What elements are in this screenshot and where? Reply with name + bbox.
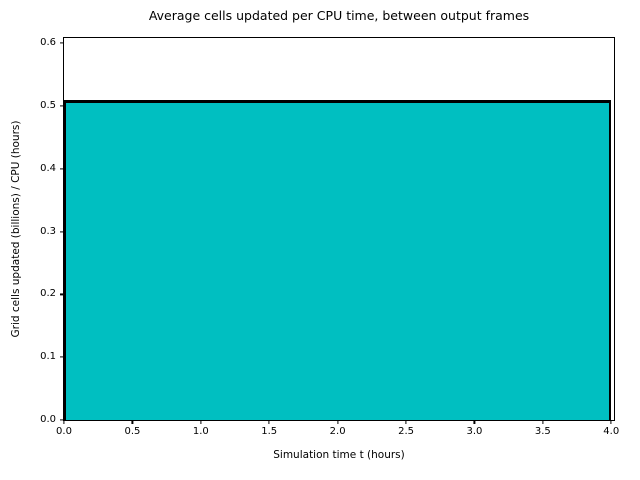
plot-area: 0.0 0.5 1.0 1.5 2.0 2.5 3.0 3.5 4.0 0.0 0.1 0.2 0.3 0… — [40, 37, 619, 437]
area-fill — [64, 99, 612, 420]
x-tick-label: 1.0 — [192, 426, 209, 437]
y-tick — [60, 293, 64, 295]
x-tick — [268, 420, 270, 424]
y-tick — [60, 419, 64, 421]
y-tick-label: 0.2 — [40, 288, 56, 300]
y-tick — [60, 168, 64, 170]
y-tick — [60, 356, 64, 358]
x-tick-label: 2.0 — [329, 426, 346, 437]
chart-title: Average cells updated per CPU time, betw… — [148, 8, 530, 23]
x-axis-label: Simulation time t (hours) — [273, 449, 405, 461]
x-tick-label: 3.5 — [534, 426, 551, 437]
y-tick-label: 0.0 — [40, 414, 56, 425]
x-tick-label: 4.0 — [603, 426, 620, 437]
y-tick-label: 0.6 — [40, 37, 56, 49]
y-tick-label: 0.3 — [40, 225, 56, 237]
x-tick — [131, 420, 133, 424]
x-tick-label: 3.0 — [466, 426, 483, 437]
x-tick-label: 1.5 — [261, 426, 278, 437]
x-tick — [610, 420, 612, 424]
x-tick — [542, 420, 544, 424]
y-tick — [60, 42, 64, 44]
x-tick — [63, 420, 65, 424]
y-tick — [60, 105, 64, 107]
y-axis-label: Grid cells updated (billions) / CPU (hou… — [10, 120, 22, 338]
x-tick-label: 2.5 — [398, 426, 414, 437]
x-tick — [473, 420, 476, 424]
x-tick — [200, 420, 202, 424]
x-tick-label: 0.0 — [56, 426, 72, 437]
y-tick-label: 0.5 — [40, 99, 56, 111]
x-tick — [405, 420, 407, 424]
x-tick — [337, 420, 339, 424]
x-tick-label: 0.5 — [124, 426, 141, 437]
y-tick-label: 0.4 — [40, 162, 56, 174]
y-tick — [60, 230, 64, 233]
y-tick-label: 0.1 — [40, 351, 56, 363]
